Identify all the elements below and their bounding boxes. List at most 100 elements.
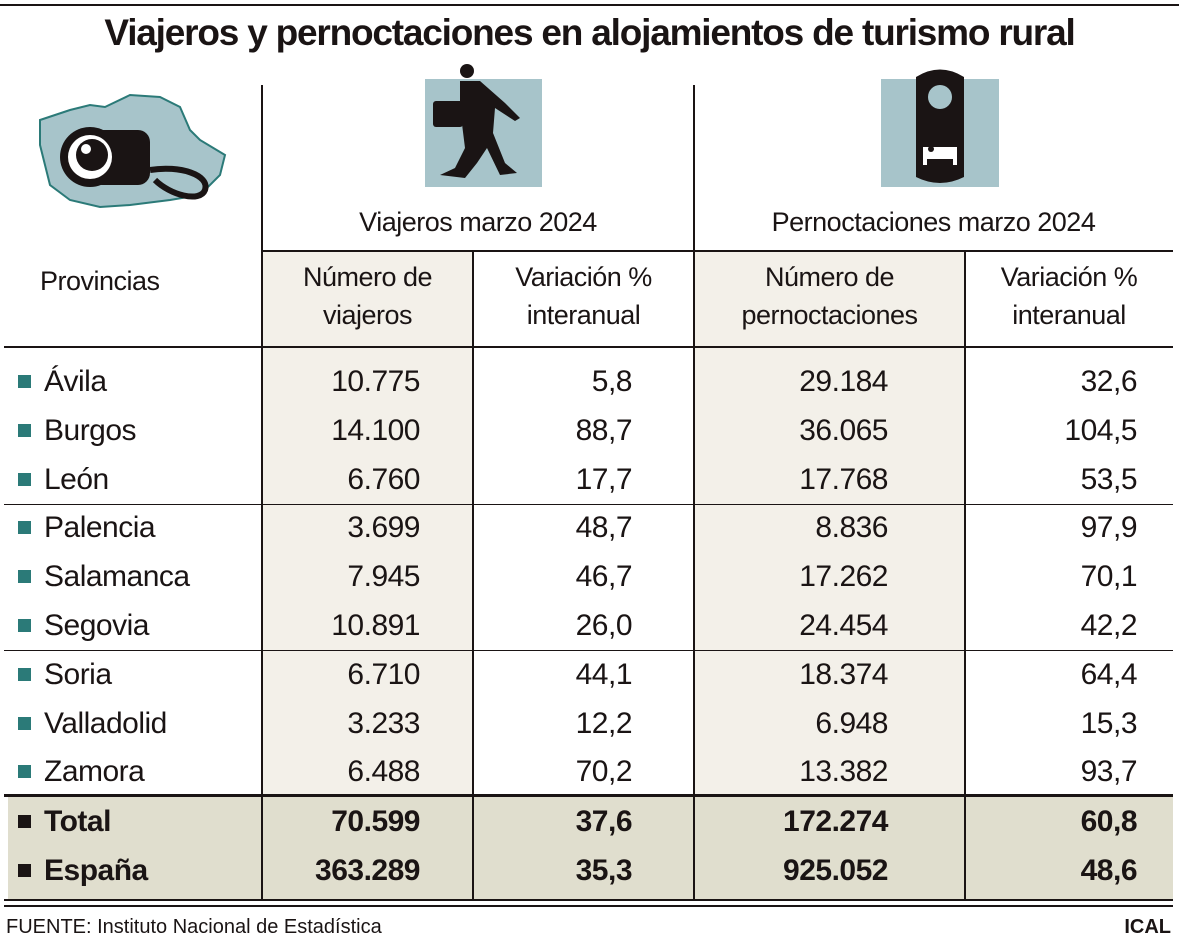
viajeros-value: 7.945 — [347, 560, 420, 594]
bullet-icon — [18, 863, 31, 877]
province-name: Total — [44, 805, 111, 838]
bullet-icon — [18, 570, 31, 584]
page-title: Viajeros y pernoctaciones en alojamiento… — [0, 4, 1179, 54]
viajeros-value: 6.488 — [347, 755, 420, 789]
bullet-icon — [18, 716, 31, 730]
pernoctaciones-value: 172.274 — [783, 805, 888, 838]
province-name: Zamora — [44, 755, 145, 789]
total-row: Total 70.599 37,6 172.274 60,8 — [0, 797, 1179, 846]
bullet-icon — [18, 619, 31, 632]
bullet-icon — [18, 765, 31, 779]
header-provincias: Provincias — [40, 266, 160, 296]
province-name: Palencia — [44, 511, 156, 545]
bullet-icon — [18, 375, 31, 388]
province-name: Burgos — [44, 413, 137, 447]
header-line: interanual — [1012, 300, 1126, 330]
pernoctaciones-variation: 104,5 — [1064, 413, 1137, 447]
pernoctaciones-variation: 53,5 — [1080, 462, 1138, 496]
header-num-viajeros: Número de viajeros — [262, 258, 473, 334]
pernoctaciones-variation: 93,7 — [1080, 755, 1138, 789]
province-name: Salamanca — [44, 560, 190, 594]
pernoctaciones-value: 17.768 — [799, 462, 888, 496]
table-row: León 6.760 17,7 17.768 53,5 — [0, 455, 1179, 504]
pernoctaciones-variation: 48,6 — [1080, 853, 1138, 887]
viajeros-value: 70.599 — [331, 805, 420, 838]
traveler-icon — [425, 64, 542, 187]
pernoctaciones-value: 925.052 — [783, 853, 888, 887]
header-line: viajeros — [322, 300, 413, 330]
shade-col-viajeros — [263, 252, 473, 796]
viajeros-value: 10.891 — [331, 609, 420, 642]
pernoctaciones-value: 18.374 — [799, 657, 888, 691]
pernoctaciones-variation: 70,1 — [1080, 560, 1138, 594]
map-camera-icon — [30, 85, 230, 210]
totals-band — [8, 796, 1173, 900]
header-line: Número de — [302, 262, 433, 292]
divider — [4, 899, 1173, 901]
viajeros-value: 3.233 — [347, 706, 420, 740]
header-var-viajeros: Variación % interanual — [473, 258, 694, 334]
viajeros-variation: 44,1 — [575, 657, 633, 691]
divider — [261, 85, 263, 900]
viajeros-value: 363.289 — [315, 853, 420, 887]
viajeros-variation: 37,6 — [575, 805, 633, 838]
pernoctaciones-value: 13.382 — [799, 755, 888, 789]
table-row: Burgos 14.100 88,7 36.065 104,5 — [0, 406, 1179, 455]
divider — [693, 85, 695, 900]
credit: ICAL — [1124, 916, 1171, 938]
pernoctaciones-value: 17.262 — [799, 560, 888, 594]
viajeros-value: 6.710 — [347, 657, 420, 691]
divider — [472, 252, 474, 900]
pernoctaciones-value: 36.065 — [799, 413, 888, 447]
viajeros-value: 3.699 — [347, 511, 420, 545]
bullet-icon — [18, 423, 31, 437]
group-header-viajeros: Viajeros marzo 2024 — [359, 207, 597, 237]
source-note: FUENTE: Instituto Nacional de Estadístic… — [6, 916, 382, 938]
viajeros-variation: 46,7 — [575, 560, 633, 594]
table-row: Salamanca 7.945 46,7 17.262 70,1 — [0, 552, 1179, 601]
bullet-icon — [18, 472, 31, 486]
header-var-pernoctaciones: Variación % interanual — [965, 258, 1173, 334]
province-name: Ávila — [44, 365, 107, 398]
table-row: Zamora 6.488 70,2 13.382 93,7 — [0, 747, 1179, 796]
viajeros-variation: 26,0 — [575, 609, 633, 642]
viajeros-variation: 70,2 — [575, 755, 633, 789]
viajeros-value: 10.775 — [331, 365, 420, 398]
divider — [262, 250, 1173, 252]
table-row: Palencia 3.699 48,7 8.836 97,9 — [0, 503, 1179, 552]
viajeros-value: 6.760 — [347, 462, 420, 496]
header-line: pernoctaciones — [741, 300, 918, 330]
header-line: interanual — [526, 300, 641, 330]
pernoctaciones-variation: 15,3 — [1080, 706, 1138, 740]
header-line: Número de — [764, 262, 895, 292]
pernoctaciones-value: 29.184 — [799, 365, 888, 398]
province-name: León — [44, 462, 109, 496]
divider — [4, 650, 1173, 651]
header-line: Variación % — [1000, 262, 1138, 292]
total-row: España 363.289 35,3 925.052 48,6 — [0, 846, 1179, 895]
group-header-pernoctaciones: Pernoctaciones marzo 2024 — [771, 207, 1096, 237]
divider — [4, 504, 1173, 505]
header-line: Variación % — [515, 262, 652, 292]
pernoctaciones-variation: 64,4 — [1080, 657, 1138, 691]
pernoctaciones-variation: 60,8 — [1080, 805, 1138, 838]
pernoctaciones-value: 6.948 — [815, 706, 888, 740]
pernoctaciones-value: 24.454 — [799, 609, 888, 642]
viajeros-variation: 12,2 — [575, 706, 633, 740]
table-row: Segovia 10.891 26,0 24.454 42,2 — [0, 601, 1179, 650]
pernoctaciones-value: 8.836 — [815, 511, 888, 545]
pernoctaciones-variation: 97,9 — [1080, 511, 1138, 545]
viajeros-variation: 88,7 — [575, 413, 633, 447]
table-row: Soria 6.710 44,1 18.374 64,4 — [0, 650, 1179, 699]
viajeros-variation: 35,3 — [575, 853, 633, 887]
viajeros-value: 14.100 — [331, 413, 420, 447]
pernoctaciones-variation: 42,2 — [1080, 609, 1138, 642]
door-hanger-bed-icon — [881, 69, 999, 187]
bullet-icon — [18, 521, 31, 535]
shade-col-pernoct — [695, 252, 965, 796]
table-row: Valladolid 3.233 12,2 6.948 15,3 — [0, 699, 1179, 748]
divider — [4, 346, 1173, 348]
viajeros-variation: 5,8 — [591, 365, 633, 398]
divider — [964, 252, 966, 900]
